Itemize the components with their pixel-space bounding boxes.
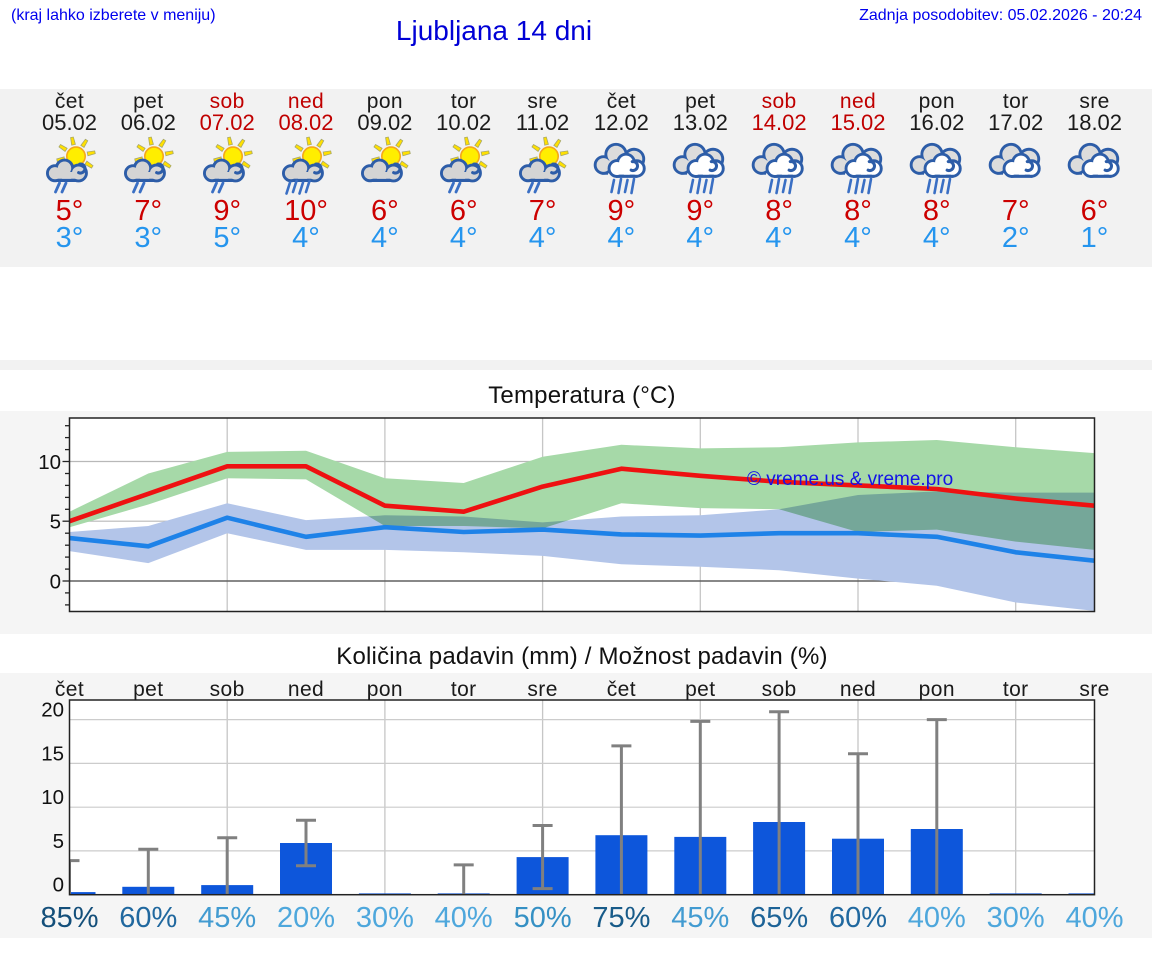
- svg-text:40%: 40%: [435, 902, 493, 934]
- svg-text:tor: tor: [1003, 678, 1029, 701]
- svg-text:čet: čet: [607, 678, 636, 701]
- svg-text:pet: pet: [685, 678, 715, 701]
- svg-text:pon: pon: [367, 678, 403, 701]
- svg-text:sre: sre: [527, 678, 557, 701]
- svg-text:čet: čet: [55, 678, 84, 701]
- svg-text:0: 0: [50, 571, 61, 594]
- svg-text:10: 10: [41, 786, 64, 809]
- svg-text:45%: 45%: [198, 902, 256, 934]
- svg-text:sre: sre: [1079, 678, 1109, 701]
- svg-text:85%: 85%: [40, 902, 98, 934]
- svg-text:30%: 30%: [987, 902, 1045, 934]
- svg-text:60%: 60%: [119, 902, 177, 934]
- svg-text:10: 10: [38, 451, 61, 474]
- svg-text:© vreme.us & vreme.pro: © vreme.us & vreme.pro: [747, 469, 953, 490]
- svg-text:40%: 40%: [908, 902, 966, 934]
- svg-text:65%: 65%: [750, 902, 808, 934]
- svg-text:50%: 50%: [514, 902, 572, 934]
- svg-text:0: 0: [53, 874, 64, 897]
- svg-text:tor: tor: [451, 678, 477, 701]
- svg-text:sob: sob: [762, 678, 797, 701]
- svg-text:40%: 40%: [1065, 902, 1123, 934]
- svg-text:60%: 60%: [829, 902, 887, 934]
- svg-text:5: 5: [50, 511, 61, 534]
- svg-text:pon: pon: [919, 678, 955, 701]
- svg-text:75%: 75%: [592, 902, 650, 934]
- svg-text:20: 20: [41, 699, 64, 722]
- svg-text:30%: 30%: [356, 902, 414, 934]
- svg-text:5: 5: [53, 830, 64, 853]
- svg-text:20%: 20%: [277, 902, 335, 934]
- svg-text:ned: ned: [288, 678, 324, 701]
- svg-text:sob: sob: [210, 678, 245, 701]
- svg-text:45%: 45%: [671, 902, 729, 934]
- svg-text:ned: ned: [840, 678, 876, 701]
- svg-text:pet: pet: [133, 678, 163, 701]
- svg-text:15: 15: [41, 742, 64, 765]
